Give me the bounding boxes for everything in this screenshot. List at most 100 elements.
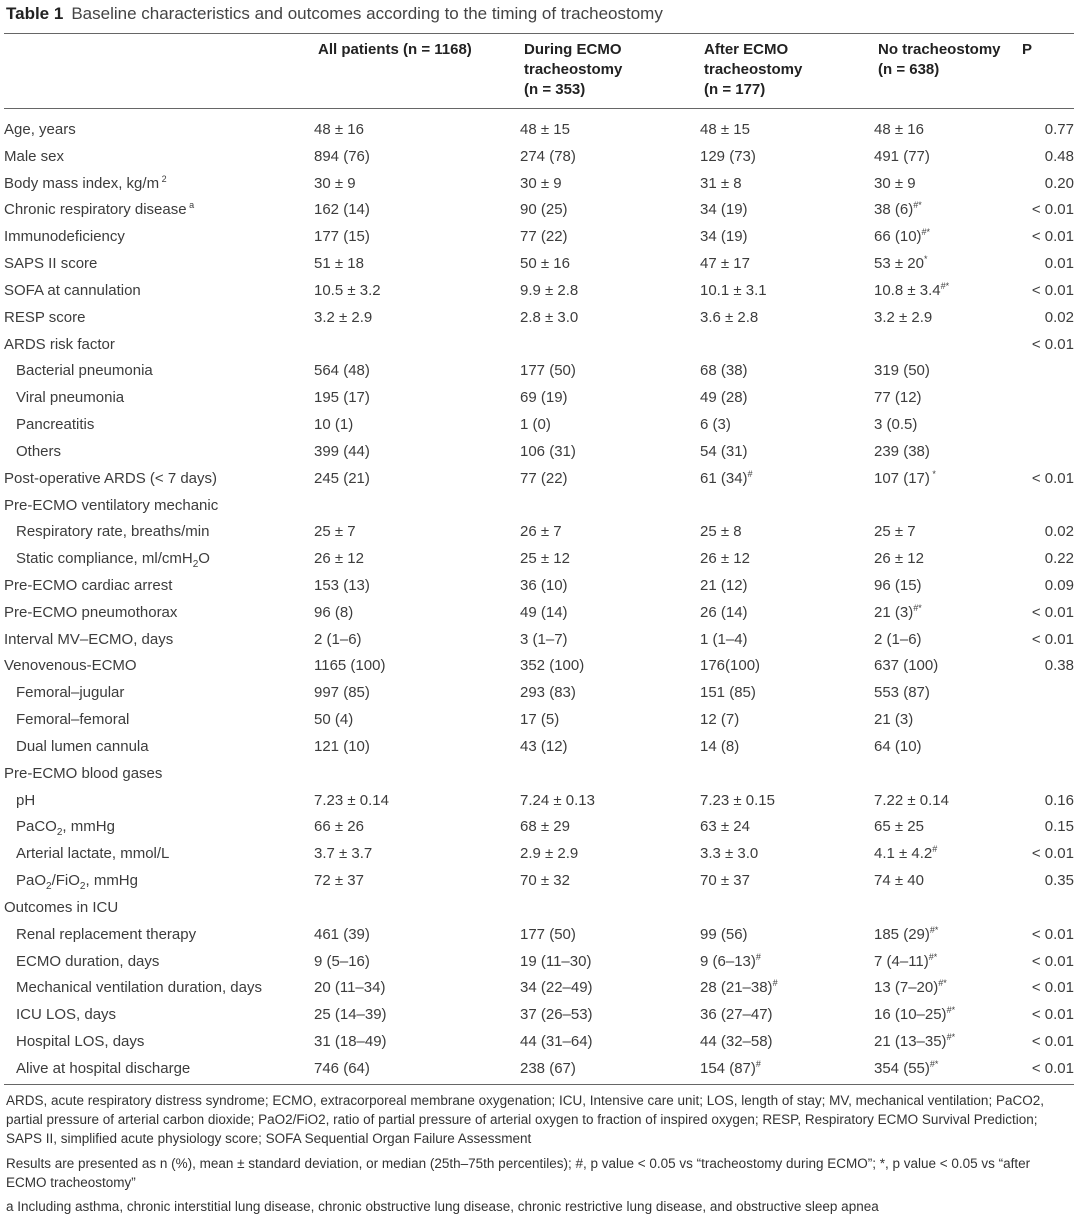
cell-value: 50 ± 16 (520, 255, 570, 273)
p-value-cell: 0.48 (1004, 143, 1074, 170)
cell-value: 38 (6) (874, 201, 914, 219)
row-label-text: Respiratory rate, breaths/min (16, 523, 210, 541)
cell-value: < 0.01 (1031, 630, 1074, 648)
table-cell: 30 ± 9 (520, 170, 700, 197)
table-row: Chronic respiratory disease a 162 (14) 90 … (4, 196, 1074, 223)
row-label: pH (4, 787, 314, 814)
row-label-text: RESP score (4, 308, 86, 326)
row-label-text: Pancreatitis (16, 416, 95, 434)
table-cell: 2 (1–6) (314, 626, 520, 653)
table-row: ICU LOS, days 25 (14–39) 37 (26–53) 36 (27–… (4, 1001, 1074, 1028)
cell-value: 894 (76) (314, 147, 370, 165)
table-cell: 26 ± 12 (874, 545, 1004, 572)
table-cell: 293 (83) (520, 679, 700, 706)
table-cell: 107 (17) * (874, 465, 1004, 492)
table-body: Age, years 48 ± 16 48 ± 15 48 ± 15 48 ± 16 0.… (4, 116, 1074, 1082)
table-cell: 50 ± 16 (520, 250, 700, 277)
row-label: ARDS risk factor (4, 331, 314, 358)
p-value-cell: < 0.01 (1004, 840, 1074, 867)
table-cell: 37 (26–53) (520, 1001, 700, 1028)
data-table: Age, years 48 ± 16 48 ± 15 48 ± 15 48 ± 16 0.… (4, 116, 1074, 1082)
cell-value: 25 ± 12 (520, 550, 570, 568)
table-cell: 3.2 ± 2.9 (874, 304, 1004, 331)
cell-value: 21 (13–35) (874, 1033, 947, 1051)
cell-value: 4.1 ± 4.2 (874, 845, 933, 863)
cell-value: 96 (15) (874, 576, 922, 594)
cell-value: 1 (0) (520, 416, 551, 434)
table-cell: 30 ± 9 (874, 170, 1004, 197)
table-title: Table 1 Baseline characteristics and outc… (6, 4, 663, 26)
table-cell: 43 (12) (520, 733, 700, 760)
cell-value: 399 (44) (314, 442, 370, 460)
cell-value: < 0.01 (1031, 228, 1074, 246)
label-subscript: 2 (192, 559, 199, 571)
row-label-text: Post-operative ARDS (< 7 days) (4, 469, 218, 487)
table-cell: 31 (18–49) (314, 1028, 520, 1055)
table-cell: 47 ± 17 (700, 250, 874, 277)
row-label: Interval MV–ECMO, days (4, 626, 314, 653)
cell-value: 25 ± 8 (700, 523, 742, 541)
cell-value: 274 (78) (520, 147, 576, 165)
table-cell: 26 ± 7 (520, 518, 700, 545)
cell-value: 3.2 ± 2.9 (314, 308, 373, 326)
cell-value: 90 (25) (520, 201, 568, 219)
table-cell: 25 ± 12 (520, 545, 700, 572)
cell-value: 19 (11–30) (520, 952, 592, 970)
table-cell: 96 (15) (874, 572, 1004, 599)
table-cell (700, 760, 874, 787)
cell-value: 352 (100) (520, 657, 585, 675)
table-cell: 26 ± 12 (314, 545, 520, 572)
cell-value: 185 (29) (874, 925, 930, 943)
cell-value: 14 (8) (700, 737, 740, 755)
cell-value: 49 (28) (700, 389, 748, 407)
table-cell: 21 (3)#* (874, 599, 1004, 626)
cell-value: < 0.01 (1031, 925, 1074, 943)
table-cell: 185 (29)#* (874, 921, 1004, 948)
table-cell: 25 ± 7 (874, 518, 1004, 545)
table-row: PaO2/FiO2, mmHg 72 ± 37 70 ± 32 70 ± 37 74 ±… (4, 867, 1074, 894)
row-label-text: Viral pneumonia (16, 389, 125, 407)
cell-value: 28 (21–38) (700, 979, 773, 997)
cell-value: 17 (5) (520, 711, 560, 729)
cell-value: 50 (4) (314, 711, 354, 729)
table-row: SAPS II score 51 ± 18 50 ± 16 47 ± 17 53 ± 2… (4, 250, 1074, 277)
cell-value: 47 ± 17 (700, 255, 750, 273)
table-cell: 26 ± 12 (700, 545, 874, 572)
cell-value: 637 (100) (874, 657, 939, 675)
cell-value: 48 ± 16 (874, 120, 924, 138)
row-label-text: SAPS II score (4, 255, 98, 273)
row-label-text: Renal replacement therapy (16, 925, 197, 943)
cell-value: 10 (1) (314, 416, 354, 434)
p-value-cell: 0.20 (1004, 170, 1074, 197)
table-cell: 74 ± 40 (874, 867, 1004, 894)
row-label: Pre-ECMO pneumothorax (4, 599, 314, 626)
significance-mark: #* (913, 200, 922, 211)
table-cell: 68 (38) (700, 357, 874, 384)
row-label-text: pH (16, 791, 36, 809)
cell-value: 20 (11–34) (314, 979, 386, 997)
table-cell: 25 (14–39) (314, 1001, 520, 1028)
cell-value: 54 (31) (700, 442, 748, 460)
cell-value: 0.16 (1044, 791, 1074, 809)
cell-value: 69 (19) (520, 389, 568, 407)
table-cell: 997 (85) (314, 679, 520, 706)
table-row: Dual lumen cannula 121 (10) 43 (12) 14 (8) 6… (4, 733, 1074, 760)
table-cell (520, 760, 700, 787)
cell-value: 2.8 ± 3.0 (520, 308, 579, 326)
row-label: Outcomes in ICU (4, 894, 314, 921)
table-row: Post-operative ARDS (< 7 days) 245 (21) 77… (4, 465, 1074, 492)
table-cell: 44 (31–64) (520, 1028, 700, 1055)
cell-value: 66 (10) (874, 228, 922, 246)
significance-mark: #* (946, 1032, 956, 1043)
row-label: Viral pneumonia (4, 384, 314, 411)
table-row: Body mass index, kg/m 2 30 ± 9 30 ± 9 31 ± … (4, 170, 1074, 197)
table-row: Bacterial pneumonia 564 (48) 177 (50) 68 (3… (4, 357, 1074, 384)
cell-value: < 0.01 (1031, 952, 1074, 970)
table-cell: 3.6 ± 2.8 (700, 304, 874, 331)
cell-value: 151 (85) (700, 684, 756, 702)
header-line: tracheostomy (524, 61, 623, 78)
p-value-cell: < 0.01 (1004, 626, 1074, 653)
p-value-cell: < 0.01 (1004, 196, 1074, 223)
table-cell: 399 (44) (314, 438, 520, 465)
row-label: Femoral–femoral (4, 706, 314, 733)
